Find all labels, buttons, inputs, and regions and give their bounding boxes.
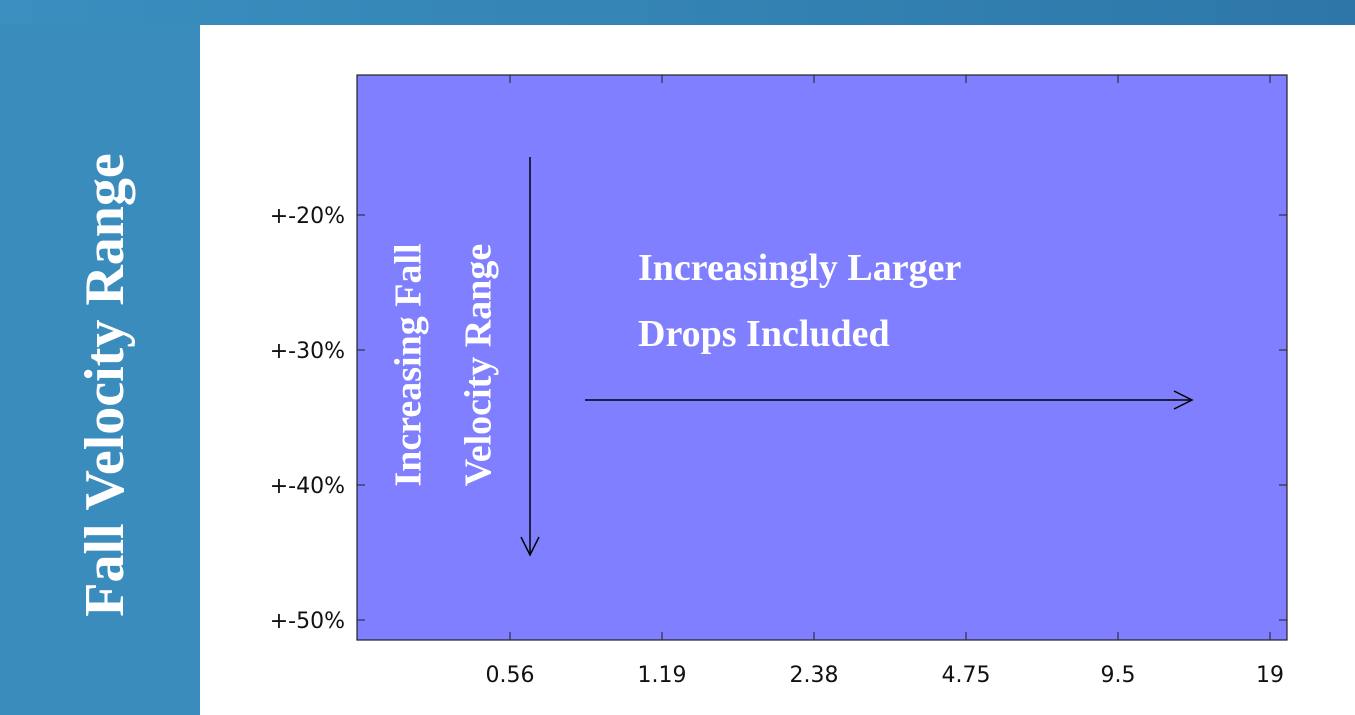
- horizontal-note-line: Increasingly Larger: [638, 247, 961, 289]
- vertical-note-line: Velocity Range: [458, 244, 500, 486]
- x-tick-label: 19: [1256, 663, 1284, 688]
- y-tick-label: +-40%: [270, 474, 345, 499]
- side-title: Fall Velocity Range: [74, 153, 136, 617]
- y-tick-label: +-50%: [270, 609, 345, 634]
- horizontal-note-line: Drops Included: [638, 313, 890, 355]
- top-band: [0, 0, 1355, 25]
- plot: +-20% +-30% +-40% +-50% 0.56 1.19 2.38 4.75 9.5 1…: [270, 74, 1288, 688]
- y-tick-label: +-30%: [270, 339, 345, 364]
- vertical-note-line: Increasing Fall: [388, 243, 430, 486]
- plot-area: [356, 74, 1288, 641]
- x-tick-label: 9.5: [1101, 663, 1136, 688]
- y-tick-label: +-20%: [270, 204, 345, 229]
- x-tick-label: 0.56: [486, 663, 535, 688]
- x-tick-label: 1.19: [638, 663, 687, 688]
- x-tick-label: 2.38: [790, 663, 839, 688]
- x-tick-label: 4.75: [942, 663, 991, 688]
- side-band: [0, 25, 200, 715]
